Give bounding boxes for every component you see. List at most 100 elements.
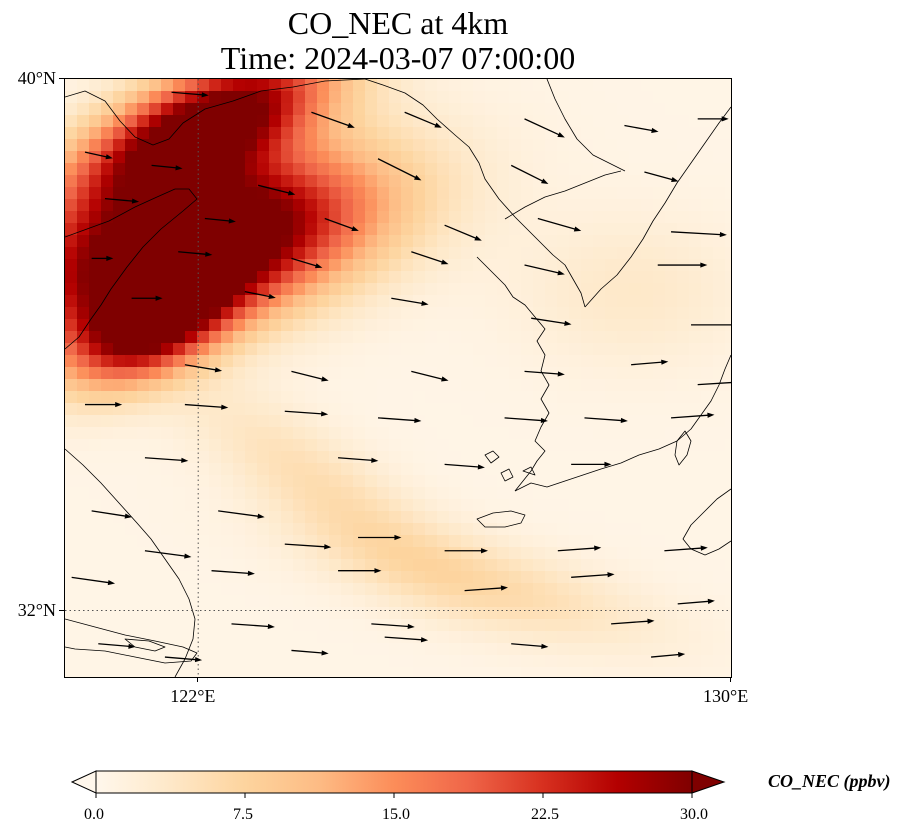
heat-cell bbox=[485, 283, 498, 296]
heat-cell bbox=[665, 463, 678, 476]
heat-cell bbox=[365, 91, 378, 104]
heat-cell bbox=[509, 427, 522, 440]
heat-cell bbox=[305, 427, 318, 440]
heat-cell bbox=[89, 475, 102, 488]
wind-arrow bbox=[651, 652, 686, 658]
heat-cell bbox=[305, 283, 318, 296]
heat-cell bbox=[197, 199, 210, 212]
heat-cell bbox=[161, 571, 174, 584]
heat-cell bbox=[485, 607, 498, 620]
heat-cell bbox=[89, 607, 102, 620]
heat-cell bbox=[125, 391, 138, 404]
heat-cell bbox=[533, 535, 546, 548]
heat-cell bbox=[665, 427, 678, 440]
heat-cell bbox=[461, 559, 474, 572]
heat-cell bbox=[221, 547, 234, 560]
heat-cell bbox=[185, 283, 198, 296]
heat-cell bbox=[413, 91, 426, 104]
heat-cell bbox=[353, 199, 366, 212]
heat-cell bbox=[65, 127, 78, 140]
heat-cell bbox=[689, 583, 702, 596]
heat-cell bbox=[665, 343, 678, 356]
heat-cell bbox=[257, 619, 270, 632]
heat-cell bbox=[209, 247, 222, 260]
heat-cell bbox=[353, 307, 366, 320]
heat-cell bbox=[497, 523, 510, 536]
heat-cell bbox=[593, 115, 606, 128]
heat-cell bbox=[161, 367, 174, 380]
heat-cell bbox=[485, 319, 498, 332]
heat-cell bbox=[401, 379, 414, 392]
heat-cell bbox=[113, 499, 126, 512]
heat-cell bbox=[653, 415, 666, 428]
heat-cell bbox=[149, 463, 162, 476]
heat-cell bbox=[221, 667, 234, 677]
heat-cell bbox=[281, 343, 294, 356]
heat-cell bbox=[425, 187, 438, 200]
heat-cell bbox=[533, 187, 546, 200]
heat-cell bbox=[233, 391, 246, 404]
heat-cell bbox=[353, 319, 366, 332]
heat-cell bbox=[569, 163, 582, 176]
heat-cell bbox=[101, 163, 114, 176]
heat-cell bbox=[65, 355, 78, 368]
heat-cell bbox=[461, 343, 474, 356]
heat-cell bbox=[293, 571, 306, 584]
map-canvas[interactable] bbox=[65, 79, 731, 677]
heat-cell bbox=[677, 631, 690, 644]
heat-cell bbox=[725, 247, 731, 260]
heat-cell bbox=[125, 379, 138, 392]
heat-cell bbox=[605, 475, 618, 488]
heat-cell bbox=[653, 295, 666, 308]
heat-cell bbox=[701, 499, 714, 512]
heat-cell bbox=[449, 235, 462, 248]
heat-cell bbox=[353, 439, 366, 452]
heat-cell bbox=[161, 667, 174, 677]
heat-cell bbox=[521, 499, 534, 512]
heat-cell bbox=[293, 331, 306, 344]
heat-cell bbox=[545, 163, 558, 176]
heat-cell bbox=[461, 427, 474, 440]
heat-cell bbox=[425, 235, 438, 248]
heat-cell bbox=[281, 79, 294, 92]
heat-cell bbox=[257, 607, 270, 620]
heat-cell bbox=[617, 667, 630, 677]
heat-cell bbox=[497, 163, 510, 176]
heat-cell bbox=[341, 583, 354, 596]
heat-cell bbox=[701, 115, 714, 128]
heat-cell bbox=[221, 559, 234, 572]
heat-cell bbox=[521, 127, 534, 140]
heat-cell bbox=[281, 655, 294, 668]
heat-cell bbox=[641, 439, 654, 452]
heat-cell bbox=[329, 379, 342, 392]
co-concentration-field bbox=[65, 79, 731, 677]
heat-cell bbox=[317, 283, 330, 296]
heat-cell bbox=[533, 667, 546, 677]
heat-cell bbox=[545, 283, 558, 296]
heat-cell bbox=[137, 283, 150, 296]
heat-cell bbox=[113, 511, 126, 524]
heat-cell bbox=[401, 343, 414, 356]
heat-cell bbox=[377, 259, 390, 272]
heat-cell bbox=[341, 355, 354, 368]
heat-cell bbox=[545, 403, 558, 416]
colorbar-extend-low bbox=[70, 770, 97, 794]
heat-cell bbox=[341, 619, 354, 632]
heat-cell bbox=[725, 535, 731, 548]
heat-cell bbox=[173, 475, 186, 488]
heat-cell bbox=[725, 307, 731, 320]
heat-cell bbox=[329, 139, 342, 152]
wind-arrow bbox=[624, 124, 659, 134]
heat-cell bbox=[149, 475, 162, 488]
wind-arrow bbox=[531, 317, 572, 326]
heat-cell bbox=[161, 631, 174, 644]
map-panel[interactable] bbox=[64, 78, 732, 678]
heat-cell bbox=[449, 127, 462, 140]
heat-cell bbox=[353, 355, 366, 368]
heat-cell bbox=[545, 211, 558, 224]
heat-cell bbox=[509, 223, 522, 236]
heat-cell bbox=[509, 475, 522, 488]
heat-cell bbox=[665, 655, 678, 668]
heat-cell bbox=[389, 667, 402, 677]
heat-cell bbox=[713, 415, 726, 428]
